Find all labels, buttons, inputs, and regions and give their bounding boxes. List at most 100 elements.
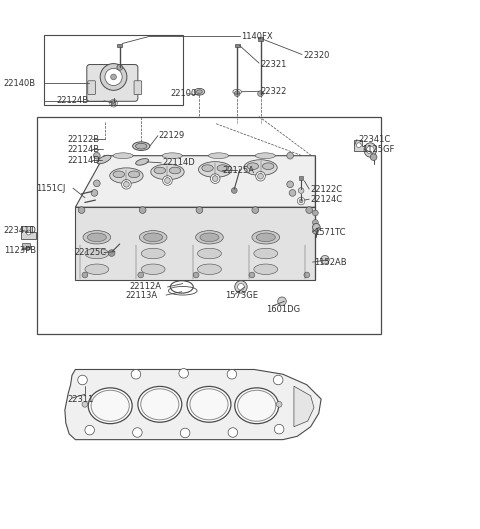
Ellipse shape [263,163,274,169]
Circle shape [234,91,240,96]
Ellipse shape [113,171,124,178]
Bar [44,35,183,105]
Circle shape [287,152,293,159]
Polygon shape [294,386,314,427]
Circle shape [105,68,122,86]
Ellipse shape [190,389,228,420]
Ellipse shape [247,163,259,169]
Text: 22125A: 22125A [222,166,254,175]
Text: 22311: 22311 [67,395,94,404]
Ellipse shape [154,167,166,174]
Ellipse shape [254,248,278,259]
Ellipse shape [208,153,228,159]
Ellipse shape [136,159,149,165]
Circle shape [121,179,131,189]
Circle shape [238,284,244,290]
Ellipse shape [255,153,276,159]
Circle shape [258,174,264,179]
Ellipse shape [252,231,280,244]
Text: 22114D: 22114D [162,158,195,167]
Circle shape [370,154,377,160]
Circle shape [312,210,318,216]
Circle shape [287,181,293,188]
Ellipse shape [198,248,221,259]
Circle shape [196,207,203,213]
FancyBboxPatch shape [134,81,142,95]
Circle shape [258,91,264,96]
Circle shape [111,74,116,80]
Circle shape [131,369,141,379]
Circle shape [312,228,318,234]
Circle shape [179,369,189,378]
Text: 22321: 22321 [261,60,287,69]
Text: 22100: 22100 [171,89,197,98]
Ellipse shape [187,386,231,422]
Circle shape [82,272,88,278]
Circle shape [276,402,282,407]
Text: 22124B: 22124B [56,96,88,105]
Circle shape [312,223,320,231]
Ellipse shape [238,390,276,421]
Circle shape [78,375,87,385]
Circle shape [227,369,237,379]
Circle shape [278,297,286,306]
Circle shape [306,207,312,213]
Circle shape [26,230,31,235]
Circle shape [210,174,220,184]
Ellipse shape [144,233,163,242]
Text: 1152AB: 1152AB [314,258,347,267]
Circle shape [275,424,284,434]
Circle shape [108,250,115,257]
Bar [117,43,122,48]
Text: 22125C: 22125C [74,248,106,257]
Text: 22341D: 22341D [4,226,36,235]
Circle shape [366,146,374,154]
Text: 22124B: 22124B [67,144,99,153]
Circle shape [228,428,238,437]
Ellipse shape [135,143,147,149]
Ellipse shape [110,168,143,184]
Ellipse shape [196,231,223,244]
Text: 22113A: 22113A [125,290,157,299]
Circle shape [212,176,218,181]
Circle shape [312,220,318,225]
Circle shape [82,402,88,407]
Ellipse shape [91,390,129,421]
Circle shape [252,207,259,213]
Ellipse shape [199,162,232,177]
Ellipse shape [162,153,182,159]
Text: 22114D: 22114D [67,156,100,165]
Polygon shape [75,207,315,280]
Circle shape [163,176,172,185]
Text: 1123PB: 1123PB [4,245,36,254]
Text: 22320: 22320 [303,51,330,60]
Circle shape [132,428,142,437]
Circle shape [231,188,237,194]
Circle shape [299,199,303,203]
Ellipse shape [364,143,376,157]
Text: 22122B: 22122B [67,135,99,144]
Circle shape [139,207,146,213]
Text: 22129: 22129 [159,131,185,140]
Ellipse shape [88,388,132,424]
FancyBboxPatch shape [87,65,138,101]
Polygon shape [65,369,321,440]
Ellipse shape [85,264,109,275]
Circle shape [249,272,255,278]
Text: 1125GF: 1125GF [362,144,394,153]
Circle shape [256,171,265,181]
Circle shape [357,143,361,148]
Ellipse shape [132,142,150,150]
Circle shape [304,272,310,278]
Circle shape [138,272,144,278]
Ellipse shape [194,88,204,95]
Bar [37,116,381,334]
Ellipse shape [97,155,111,164]
Text: 22140B: 22140B [4,79,36,88]
Text: 1573GE: 1573GE [225,291,258,300]
Ellipse shape [138,386,182,422]
Polygon shape [22,226,36,239]
Bar [235,43,240,48]
Ellipse shape [113,153,133,159]
Circle shape [117,65,122,70]
